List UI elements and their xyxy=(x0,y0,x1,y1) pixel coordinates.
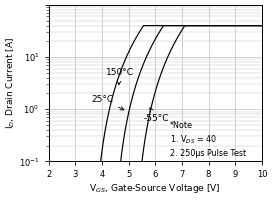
Text: 25°C: 25°C xyxy=(91,95,124,110)
Y-axis label: I$_D$, Drain Current [A]: I$_D$, Drain Current [A] xyxy=(5,37,17,129)
X-axis label: V$_{GS}$, Gate-Source Voltage [V]: V$_{GS}$, Gate-Source Voltage [V] xyxy=(89,182,221,195)
Text: -55°C: -55°C xyxy=(143,108,169,123)
Text: 150°C: 150°C xyxy=(106,68,134,85)
Text: *Note
1. V$_{DS}$ = 40
2. 250μs Pulse Test: *Note 1. V$_{DS}$ = 40 2. 250μs Pulse Te… xyxy=(170,121,246,158)
